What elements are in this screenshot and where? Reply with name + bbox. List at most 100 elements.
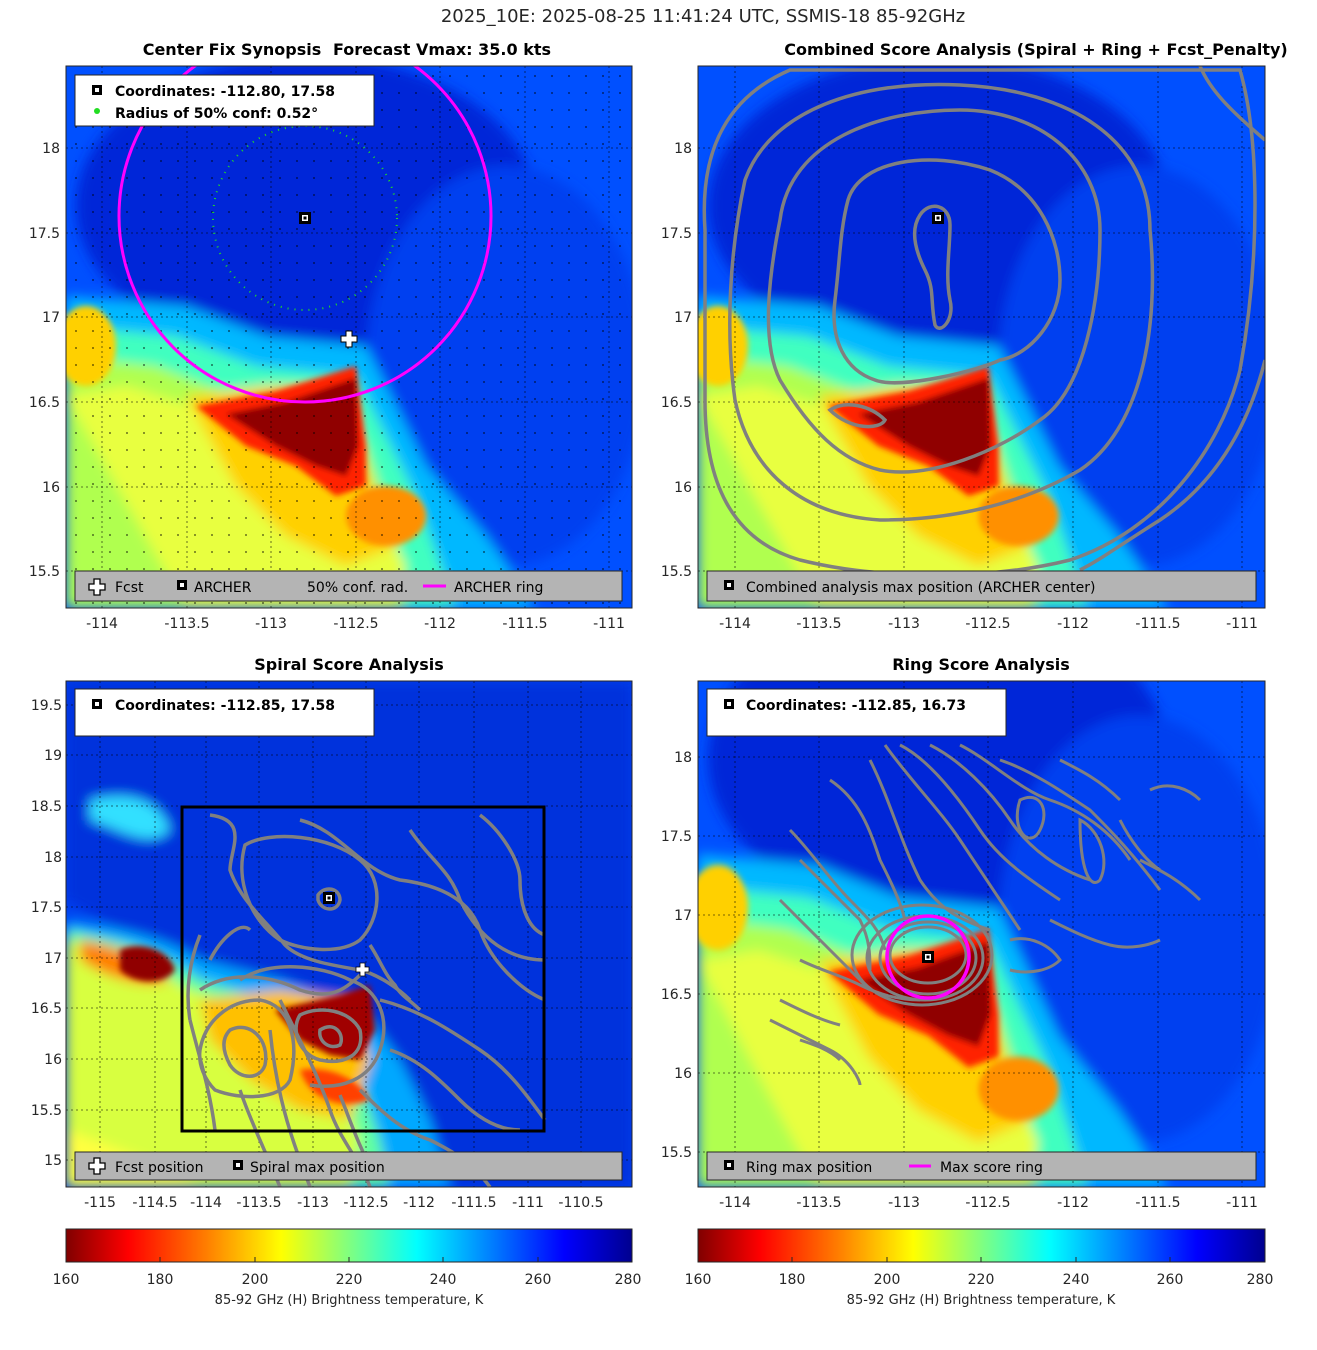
x-tick: -111.5 — [1135, 1195, 1180, 1211]
colorbar-tick: 220 — [336, 1272, 363, 1288]
colorbar-tick: 260 — [525, 1272, 552, 1288]
x-tick: -114 — [719, 1195, 751, 1211]
y-tick: 18 — [674, 750, 692, 766]
y-tick: 18.5 — [31, 799, 62, 815]
spiral-heatmap-features — [66, 681, 632, 1187]
x-tick: -113 — [255, 616, 287, 632]
x-tick: -113.5 — [796, 1195, 841, 1211]
ring-contours — [769, 743, 1202, 1086]
y-tick: 19 — [44, 748, 62, 764]
y-tick: 16.5 — [661, 395, 692, 411]
y-tick: 17.5 — [29, 226, 60, 242]
colorbar-gradient — [697, 1228, 1266, 1263]
y-tick: 16.5 — [31, 1001, 62, 1017]
x-tick: -112.5 — [965, 616, 1010, 632]
forecast-vmax-label: Forecast Vmax: 35.0 kts — [333, 40, 551, 59]
y-tick: 17 — [44, 951, 62, 967]
ring-coordinates: Coordinates: -112.85, 16.73 — [746, 698, 966, 714]
colorbar-tick: 160 — [685, 1272, 712, 1288]
ring-title: Ring Score Analysis — [892, 655, 1070, 674]
y-tick: 17.5 — [661, 226, 692, 242]
spiral-y-ticks: 19.5 19 18.5 18 17.5 17 16.5 16 15.5 15 — [31, 698, 62, 1169]
colorbar-tick: 240 — [1063, 1272, 1090, 1288]
colorbar-tick: 220 — [968, 1272, 995, 1288]
ring-max-marker — [922, 951, 934, 963]
spiral-legend: Fcst position Spiral max position — [74, 1151, 623, 1181]
colorbar-tick: 180 — [779, 1272, 806, 1288]
colorbar-tick: 260 — [1157, 1272, 1184, 1288]
y-tick: 16 — [44, 1052, 62, 1068]
x-tick: -112 — [1057, 616, 1089, 632]
panel-spiral: Spiral Score Analysis — [31, 655, 633, 1211]
x-tick: -112.5 — [333, 616, 378, 632]
ring-grid — [698, 681, 1265, 1187]
colorbar-tick: 160 — [53, 1272, 80, 1288]
ring-y-ticks: 18 17.5 17 16.5 16 15.5 — [661, 750, 692, 1161]
ring-info-box: Coordinates: -112.85, 16.73 — [706, 688, 1007, 737]
x-tick: -113 — [888, 1195, 920, 1211]
spiral-axes — [65, 680, 633, 1188]
x-tick: -112.5 — [965, 1195, 1010, 1211]
colorbar-tick: 180 — [147, 1272, 174, 1288]
y-tick: 15 — [44, 1153, 62, 1169]
spiral-contours — [186, 813, 547, 1187]
legend-max-score-ring: Max score ring — [940, 1160, 1043, 1176]
spiral-forecast-marker — [355, 962, 370, 977]
conf-radius-circle — [212, 125, 398, 311]
y-tick: 19.5 — [31, 698, 62, 714]
archer-center-marker — [299, 212, 311, 224]
x-tick: -115 — [84, 1195, 116, 1211]
max-score-ring — [885, 914, 971, 1000]
y-tick: 18 — [44, 850, 62, 866]
x-tick: -112 — [403, 1195, 435, 1211]
spiral-search-box — [180, 805, 546, 1133]
x-tick: -113 — [888, 616, 920, 632]
colorbar-tick: 200 — [242, 1272, 269, 1288]
legend-spiral-fcst: Fcst position — [115, 1160, 203, 1176]
x-tick: -113.5 — [796, 616, 841, 632]
ring-legend: Ring max position Max score ring — [706, 1151, 1257, 1181]
spiral-grid — [66, 681, 632, 1187]
y-tick: 18 — [674, 141, 692, 157]
combined-heatmap — [688, 56, 1279, 608]
center-fix-legend: Fcst ARCHER 50% conf. rad. ARCHER ring — [74, 570, 623, 602]
x-tick: -111.5 — [1135, 616, 1180, 632]
x-tick: -114 — [86, 616, 118, 632]
x-tick: -111 — [1226, 616, 1258, 632]
center-fix-info-box: Coordinates: -112.80, 17.58 Radius of 50… — [74, 74, 375, 127]
x-tick: -112 — [1057, 1195, 1089, 1211]
colorbar-tick: 240 — [430, 1272, 457, 1288]
fcst-cross-icon — [88, 578, 106, 596]
x-tick: -112 — [424, 616, 456, 632]
y-tick: 16 — [674, 480, 692, 496]
ring-x-ticks: -114 -113.5 -113 -112.5 -112 -111.5 -111 — [719, 1195, 1258, 1211]
legend-conf-rad: 50% conf. rad. — [307, 580, 408, 596]
center-fix-coordinates: Coordinates: -112.80, 17.58 — [115, 84, 335, 100]
x-tick: -111 — [1226, 1195, 1258, 1211]
center-fix-conf-radius: Radius of 50% conf: 0.52° — [115, 106, 318, 122]
combined-y-ticks: 18 17.5 17 16.5 16 15.5 — [661, 141, 692, 580]
x-tick: -111.5 — [451, 1195, 496, 1211]
x-tick: -113 — [297, 1195, 329, 1211]
x-tick: -111 — [512, 1195, 544, 1211]
combined-legend: Combined analysis max position (ARCHER c… — [706, 570, 1257, 602]
spiral-fcst-icon — [88, 1157, 106, 1175]
legend-combined-max: Combined analysis max position (ARCHER c… — [746, 580, 1095, 596]
colorbar-tick: 280 — [615, 1272, 642, 1288]
y-tick: 17.5 — [661, 829, 692, 845]
colorbar-right: 160 180 200 220 240 260 280 85-92 GHz (H… — [685, 1228, 1274, 1308]
combined-title: Combined Score Analysis (Spiral + Ring +… — [784, 40, 1287, 59]
x-tick: -113.5 — [236, 1195, 281, 1211]
ring-axes — [697, 680, 1266, 1188]
x-tick: -111.5 — [502, 616, 547, 632]
colorbar-tick: 280 — [1247, 1272, 1274, 1288]
spiral-coordinates: Coordinates: -112.85, 17.58 — [115, 698, 335, 714]
spiral-title: Spiral Score Analysis — [254, 655, 444, 674]
colorbar-left: 160 180 200 220 240 260 280 85-92 GHz (H… — [53, 1228, 642, 1308]
x-tick: -114.5 — [132, 1195, 177, 1211]
figure-title: 2025_10E: 2025-08-25 11:41:24 UTC, SSMIS… — [441, 6, 965, 27]
y-tick: 16.5 — [29, 395, 60, 411]
x-tick: -114 — [190, 1195, 222, 1211]
y-tick: 15.5 — [31, 1103, 62, 1119]
